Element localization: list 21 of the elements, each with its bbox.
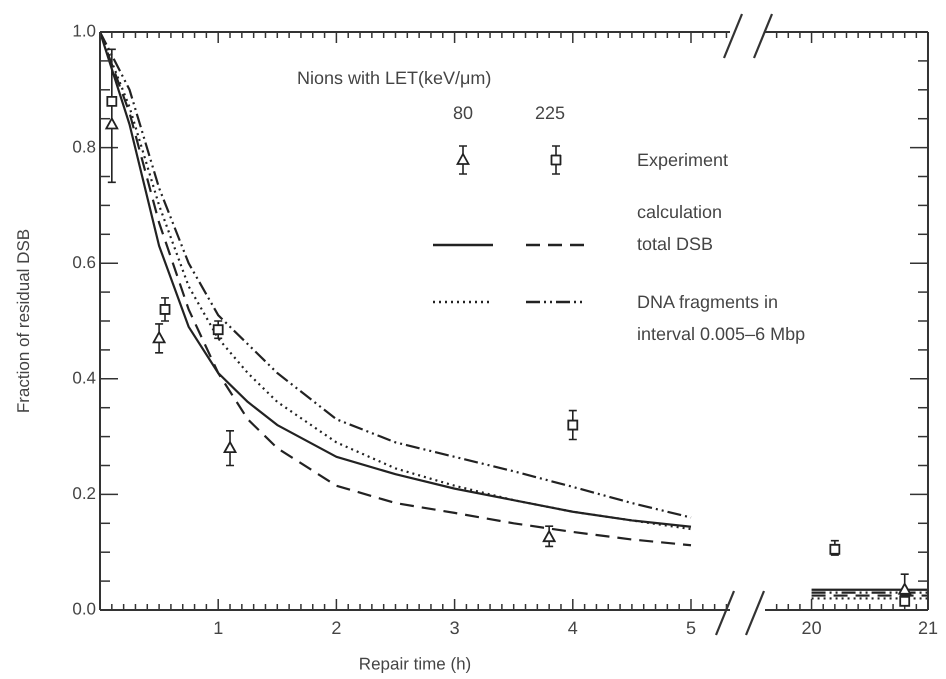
x-tick-label: 4 [568, 618, 578, 638]
y-tick-label: 0.8 [72, 137, 96, 156]
y-tick-label: 0.6 [72, 252, 96, 272]
x-tick-label: 5 [686, 618, 696, 638]
x-tick-label: 20 [802, 618, 822, 638]
annotation: DNA fragments in interval 0.005–6 Mbp [637, 291, 806, 346]
annotation: calculation total DSB [637, 201, 724, 256]
annotation: Experiment [637, 149, 730, 172]
legend-title: Nions with LET(keV/μm) [297, 67, 492, 90]
x-tick-label: 21 [918, 618, 938, 638]
annotation: 225 [534, 102, 566, 125]
x-tick-label: 1 [213, 618, 224, 638]
annotation: 80 [452, 102, 474, 125]
y-tick-label: 1.0 [72, 22, 96, 41]
x-tick-label: 3 [450, 618, 460, 638]
x-tick-label: 2 [331, 618, 342, 638]
y-tick-label: 0.2 [72, 484, 96, 504]
y-axis-title: Fraction of residual DSB [14, 228, 33, 414]
y-tick-label: 0.0 [72, 600, 96, 619]
y-tick-label: 0.4 [72, 368, 96, 388]
x-axis-title: Repair time (h) [358, 654, 472, 674]
